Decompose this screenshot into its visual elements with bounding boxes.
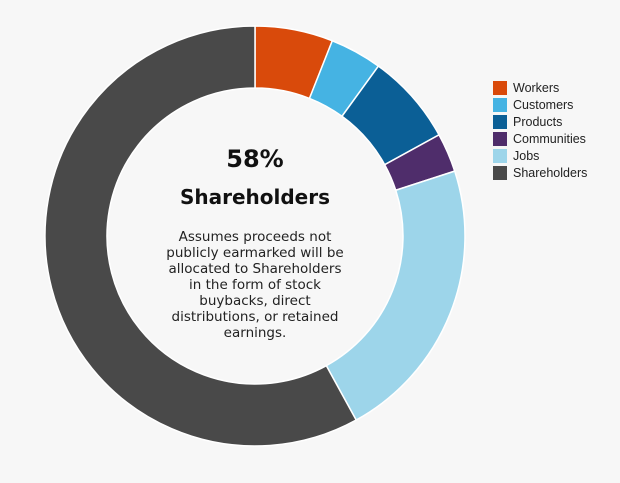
legend-swatch bbox=[493, 165, 507, 180]
legend: Workers Customers Products Communities Jobs S… bbox=[493, 79, 587, 181]
legend-item-workers: Workers bbox=[493, 79, 587, 96]
legend-label: Workers bbox=[513, 80, 560, 95]
slice-shareholders bbox=[44, 25, 358, 447]
legend-label: Shareholders bbox=[513, 165, 588, 180]
legend-item-customers: Customers bbox=[493, 96, 587, 113]
legend-swatch bbox=[493, 148, 507, 163]
legend-label: Customers bbox=[513, 97, 574, 112]
legend-item-shareholders: Shareholders bbox=[493, 164, 587, 181]
center-note: Assumes proceeds not publicly earmarked … bbox=[166, 229, 344, 341]
legend-item-products: Products bbox=[493, 113, 587, 130]
slice-jobs bbox=[325, 170, 466, 422]
legend-swatch bbox=[493, 131, 507, 146]
legend-swatch bbox=[493, 80, 507, 95]
legend-swatch bbox=[493, 97, 507, 112]
center-label: Shareholders bbox=[179, 185, 331, 209]
legend-label: Communities bbox=[513, 131, 586, 146]
legend-swatch bbox=[493, 114, 507, 129]
legend-item-communities: Communities bbox=[493, 130, 587, 147]
center-callout: 58% Shareholders Assumes proceeds not pu… bbox=[165, 145, 345, 341]
legend-label: Products bbox=[513, 114, 563, 129]
center-percent: 58% bbox=[226, 145, 284, 173]
legend-item-jobs: Jobs bbox=[493, 147, 587, 164]
legend-label: Jobs bbox=[513, 148, 540, 163]
